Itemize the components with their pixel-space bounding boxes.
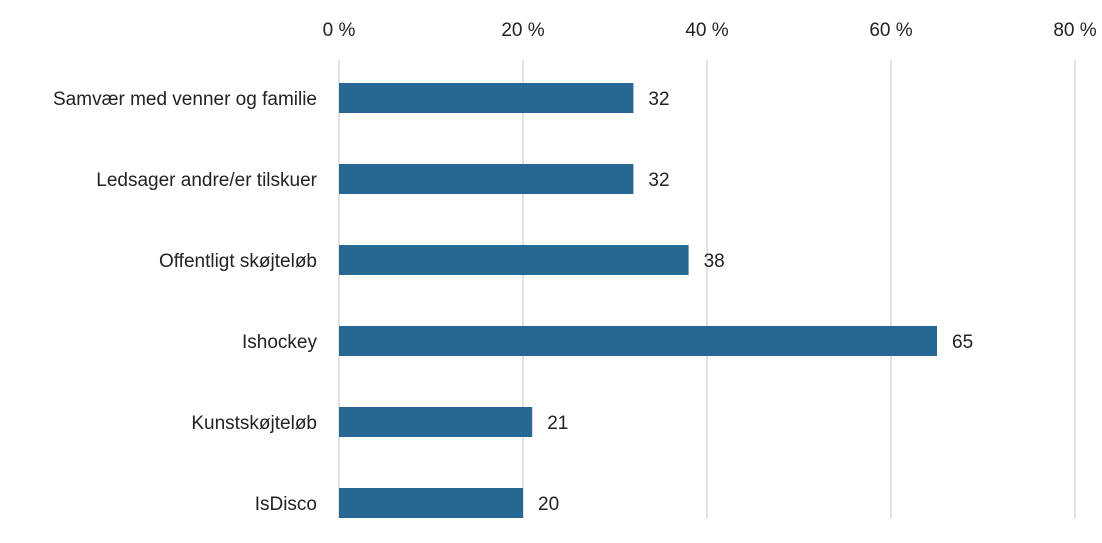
- bar: [339, 245, 689, 275]
- category-label: Ledsager andre/er tilskuer: [96, 170, 317, 191]
- category-label: Kunstskøjteløb: [191, 413, 317, 434]
- x-tick-label: 60 %: [869, 20, 912, 41]
- category-label: Samvær med venner og familie: [53, 89, 317, 110]
- bar: [339, 326, 937, 356]
- data-label: 65: [952, 332, 973, 353]
- x-tick-label: 40 %: [685, 20, 728, 41]
- data-label: 32: [648, 170, 669, 191]
- data-label: 20: [538, 494, 559, 515]
- data-label: 21: [547, 413, 568, 434]
- category-label: Ishockey: [242, 332, 317, 353]
- bar: [339, 407, 533, 437]
- category-label: IsDisco: [255, 494, 317, 515]
- data-labels: 32 32 38 65 21 20: [538, 89, 973, 515]
- bar: [339, 488, 523, 518]
- bar: [339, 164, 634, 194]
- bar: [339, 83, 634, 113]
- bars: [339, 83, 937, 518]
- x-tick-label: 80 %: [1053, 20, 1096, 41]
- data-label: 32: [648, 89, 669, 110]
- x-tick-label: 20 %: [501, 20, 544, 41]
- category-labels: Samvær med venner og familie Ledsager and…: [53, 89, 318, 515]
- category-label: Offentligt skøjteløb: [159, 251, 317, 272]
- gridlines: [338, 60, 1076, 518]
- x-axis-ticks: 0 % 20 % 40 % 60 % 80 %: [323, 20, 1097, 41]
- x-tick-label: 0 %: [323, 20, 356, 41]
- data-label: 38: [704, 251, 725, 272]
